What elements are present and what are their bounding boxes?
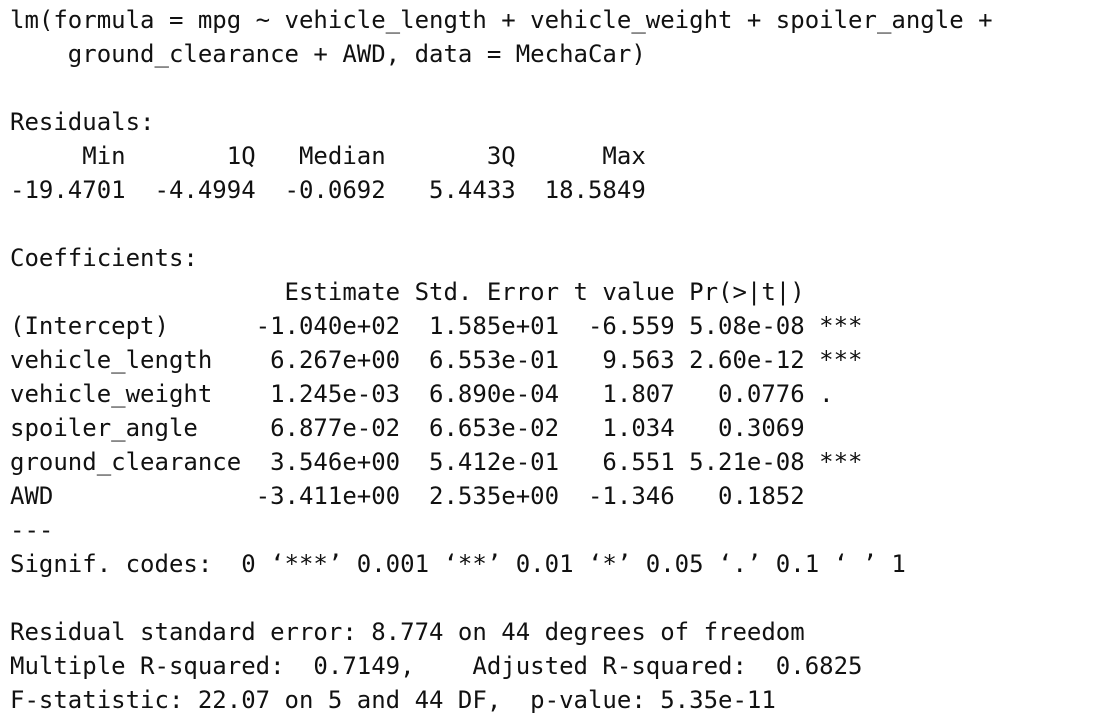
residuals-header: Min 1Q Median 3Q Max xyxy=(10,142,661,170)
residual-standard-error-line: Residual standard error: 8.774 on 44 deg… xyxy=(10,618,805,646)
separator-line: --- xyxy=(10,516,54,544)
coefficients-header: Estimate Std. Error t value Pr(>|t|) xyxy=(10,278,863,306)
coefficient-row-ground-clearance: ground_clearance 3.546e+00 5.412e-01 6.5… xyxy=(10,448,863,476)
coefficient-row-spoiler-angle: spoiler_angle 6.877e-02 6.653e-02 1.034 … xyxy=(10,414,863,442)
blank-line xyxy=(10,71,1114,105)
coefficient-row-awd: AWD -3.411e+00 2.535e+00 -1.346 0.1852 xyxy=(10,482,863,510)
coefficients-title: Coefficients: xyxy=(10,244,198,272)
model-call-line-1: lm(formula = mpg ~ vehicle_length + vehi… xyxy=(10,6,993,34)
coefficient-row-vehicle-length: vehicle_length 6.267e+00 6.553e-01 9.563… xyxy=(10,346,863,374)
residuals-title: Residuals: xyxy=(10,108,155,136)
model-call-line-2: ground_clearance + AWD, data = MechaCar) xyxy=(10,40,646,68)
r-squared-line: Multiple R-squared: 0.7149, Adjusted R-s… xyxy=(10,652,877,680)
blank-line xyxy=(10,207,1114,241)
residuals-values: -19.4701 -4.4994 -0.0692 5.4433 18.5849 xyxy=(10,176,661,204)
signif-codes-line: Signif. codes: 0 ‘***’ 0.001 ‘**’ 0.01 ‘… xyxy=(10,550,906,578)
coefficient-row-intercept: (Intercept) -1.040e+02 1.585e+01 -6.559 … xyxy=(10,312,863,340)
coefficient-row-vehicle-weight: vehicle_weight 1.245e-03 6.890e-04 1.807… xyxy=(10,380,863,408)
blank-line xyxy=(10,581,1114,615)
f-statistic-line: F-statistic: 22.07 on 5 and 44 DF, p-val… xyxy=(10,686,776,714)
